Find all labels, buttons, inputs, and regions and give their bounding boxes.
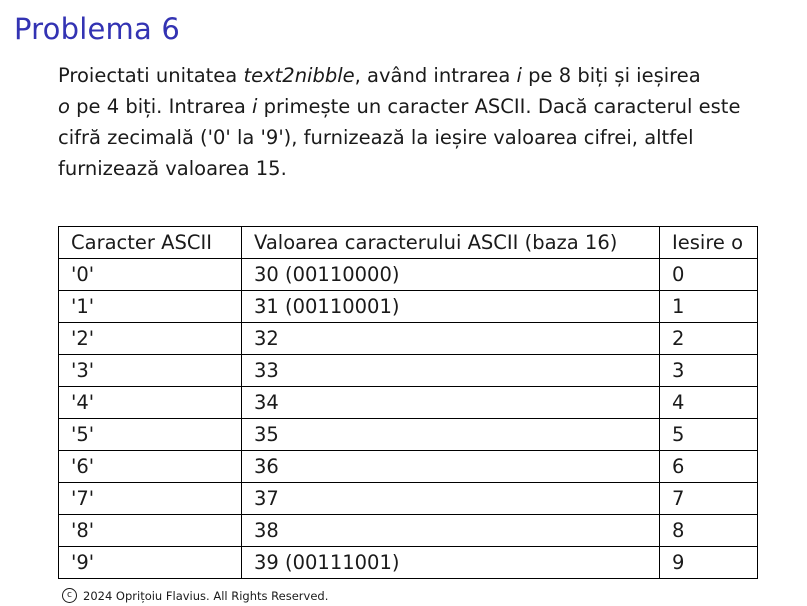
slide-title: Problema 6 bbox=[14, 12, 181, 46]
table-cell: 36 bbox=[241, 450, 660, 483]
footer-text: 2024 Oprițoiu Flavius. All Rights Reserv… bbox=[83, 588, 329, 603]
table-header-row: Caracter ASCII Valoarea caracterului ASC… bbox=[58, 226, 758, 259]
table-cell: 35 bbox=[241, 418, 660, 451]
column-header: Iesire o bbox=[659, 226, 758, 259]
table-row: '9' 39 (00111001) 9 bbox=[58, 546, 758, 579]
table-cell: '3' bbox=[58, 354, 242, 387]
table-cell: 32 bbox=[241, 322, 660, 355]
column-header: Caracter ASCII bbox=[58, 226, 242, 259]
problem-statement: Proiectati unitatea text2nibble, având i… bbox=[58, 60, 758, 184]
table-cell: 5 bbox=[659, 418, 758, 451]
table-row: '5' 35 5 bbox=[58, 418, 758, 451]
input-variable: i bbox=[516, 64, 522, 87]
table-row: '8' 38 8 bbox=[58, 514, 758, 547]
table-row: '6' 36 6 bbox=[58, 450, 758, 483]
output-variable: o bbox=[58, 95, 70, 118]
problem-text-part: primește un caracter ASCII. Dacă caracte… bbox=[58, 95, 741, 180]
table-row: '0' 30 (00110000) 0 bbox=[58, 258, 758, 291]
problem-text-part: , având intrarea bbox=[354, 64, 517, 87]
table-row: '2' 32 2 bbox=[58, 322, 758, 355]
table-row: '7' 37 7 bbox=[58, 482, 758, 515]
table-cell: 39 (00111001) bbox=[241, 546, 660, 579]
table-row: '1' 31 (00110001) 1 bbox=[58, 290, 758, 323]
table-cell: '2' bbox=[58, 322, 242, 355]
copyright-icon: c bbox=[62, 588, 77, 603]
table-cell: '0' bbox=[58, 258, 242, 291]
input-variable: i bbox=[252, 95, 258, 118]
table-cell: 2 bbox=[659, 322, 758, 355]
table-cell: 37 bbox=[241, 482, 660, 515]
table-cell: 7 bbox=[659, 482, 758, 515]
table-cell: '1' bbox=[58, 290, 242, 323]
table-cell: 34 bbox=[241, 386, 660, 419]
column-header: Valoarea caracterului ASCII (baza 16) bbox=[241, 226, 660, 259]
unit-name: text2nibble bbox=[243, 64, 355, 87]
table-cell: 0 bbox=[659, 258, 758, 291]
problem-text-part: pe 4 biți. Intrarea bbox=[69, 95, 253, 118]
table-row: '3' 33 3 bbox=[58, 354, 758, 387]
table-cell: '4' bbox=[58, 386, 242, 419]
table-cell: 38 bbox=[241, 514, 660, 547]
table-cell: '8' bbox=[58, 514, 242, 547]
table-cell: 6 bbox=[659, 450, 758, 483]
table-cell: 8 bbox=[659, 514, 758, 547]
table-cell: '9' bbox=[58, 546, 242, 579]
table-cell: '7' bbox=[58, 482, 242, 515]
table-cell: 3 bbox=[659, 354, 758, 387]
table-cell: 4 bbox=[659, 386, 758, 419]
table-cell: '5' bbox=[58, 418, 242, 451]
table-cell: '6' bbox=[58, 450, 242, 483]
table-cell: 1 bbox=[659, 290, 758, 323]
table-row: '4' 34 4 bbox=[58, 386, 758, 419]
footer: c 2024 Oprițoiu Flavius. All Rights Rese… bbox=[62, 588, 328, 603]
table-cell: 30 (00110000) bbox=[241, 258, 660, 291]
problem-text-part: Proiectati unitatea bbox=[58, 64, 244, 87]
ascii-table: Caracter ASCII Valoarea caracterului ASC… bbox=[58, 226, 758, 579]
table-cell: 9 bbox=[659, 546, 758, 579]
table-cell: 33 bbox=[241, 354, 660, 387]
table-cell: 31 (00110001) bbox=[241, 290, 660, 323]
problem-text-part: pe 8 biți și ieșirea bbox=[521, 64, 701, 87]
